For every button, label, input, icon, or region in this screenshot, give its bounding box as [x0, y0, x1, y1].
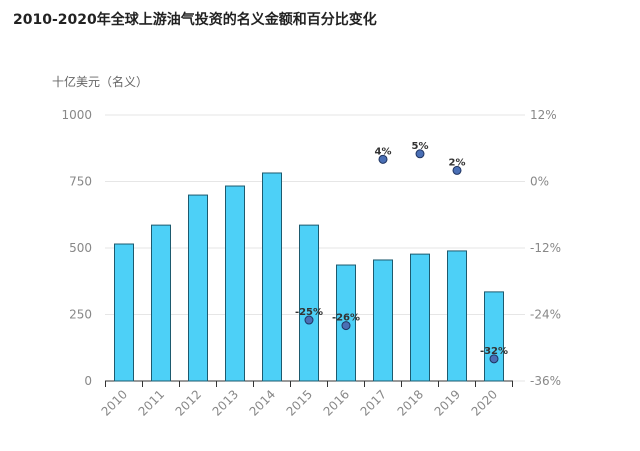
point-2018: [415, 149, 425, 159]
data-label: -32%: [480, 346, 508, 357]
x-tick-label: 2011: [136, 387, 167, 418]
y2-tick-label: -24%: [530, 308, 561, 322]
x-tick-label: 2010: [99, 387, 130, 418]
bar-2010: [114, 243, 134, 382]
data-label: -25%: [295, 307, 323, 318]
x-tick-label: 2015: [284, 387, 315, 418]
bar-2017: [373, 259, 393, 382]
x-tick-label: 2014: [247, 387, 278, 418]
bar-2012: [188, 194, 208, 382]
chart-title: 2010-2020年全球上游油气投资的名义金额和百分比变化: [13, 12, 377, 28]
data-label: 5%: [412, 141, 429, 152]
point-2017: [378, 154, 388, 164]
x-tick-label: 2012: [173, 387, 204, 418]
y-axis-label: 十亿美元（名义）: [52, 75, 149, 89]
bar-2018: [410, 253, 430, 382]
y2-tick-label: 0%: [530, 175, 549, 189]
bar-2011: [151, 224, 171, 382]
bar-2015: [299, 224, 319, 382]
x-tick-label: 2018: [395, 387, 426, 418]
x-tick-label: 2020: [469, 387, 500, 418]
y2-tick-label: 12%: [530, 108, 557, 122]
y2-tick-label: -36%: [530, 374, 561, 388]
y2-tick-label: -12%: [530, 241, 561, 255]
x-tick-label: 2017: [358, 387, 389, 418]
y-tick-label: 250: [69, 308, 92, 322]
point-2020: [489, 354, 499, 364]
x-tick-label: 2016: [321, 387, 352, 418]
point-2019: [452, 165, 462, 175]
data-label: -26%: [332, 313, 360, 324]
bar-2019: [447, 250, 467, 382]
data-label: 4%: [375, 146, 392, 157]
y-tick-label: 0: [84, 374, 92, 388]
point-2015: [304, 315, 314, 325]
bar-2020: [484, 291, 504, 382]
x-tick-label: 2013: [210, 387, 241, 418]
bar-2013: [225, 185, 245, 382]
bar-2014: [262, 172, 282, 382]
point-2016: [341, 321, 351, 331]
data-label: 2%: [449, 157, 466, 168]
y-tick-label: 500: [69, 241, 92, 255]
x-tick-label: 2019: [432, 387, 463, 418]
y-tick-label: 1000: [61, 108, 92, 122]
y-tick-label: 750: [69, 175, 92, 189]
